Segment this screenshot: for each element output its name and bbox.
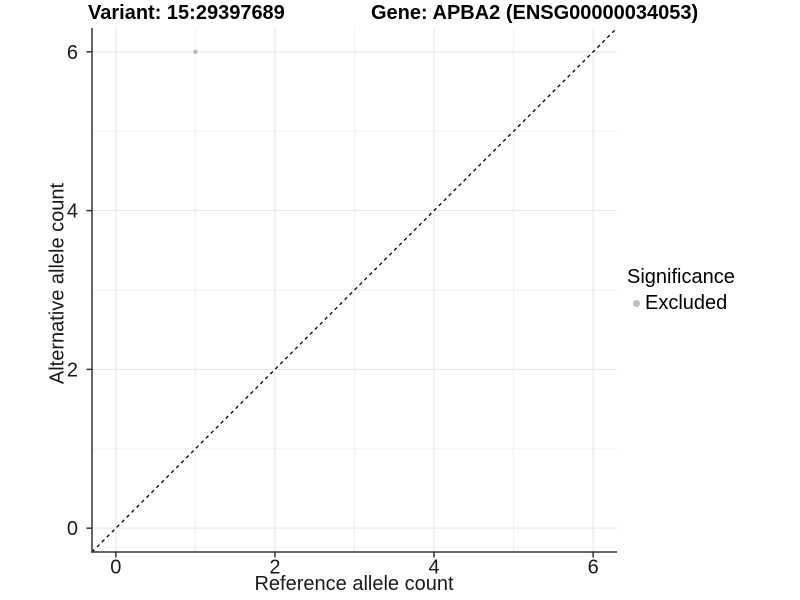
x-tick-label: 0 xyxy=(110,557,121,579)
gene-title: Gene: APBA2 (ENSG00000034053) xyxy=(371,2,699,24)
x-tick-label: 2 xyxy=(269,557,280,579)
legend-key xyxy=(627,299,645,307)
legend-point-icon xyxy=(632,299,640,307)
legend-title: Significance xyxy=(627,266,735,288)
x-tick-label: 6 xyxy=(588,557,599,579)
legend-item: Excluded xyxy=(627,292,735,314)
legend-item-label: Excluded xyxy=(645,291,728,314)
data-point xyxy=(193,49,198,55)
identity-line xyxy=(91,27,618,553)
x-tick-label: 4 xyxy=(428,557,439,579)
y-axis-title: Alternative allele count xyxy=(46,182,69,385)
y-tick-label: 0 xyxy=(67,518,78,540)
legend: Significance Excluded xyxy=(627,266,735,314)
y-tick-label: 4 xyxy=(67,201,78,223)
y-tick-label: 2 xyxy=(67,359,78,381)
variant-title: Variant: 15:29397689 xyxy=(88,2,285,24)
x-axis-title: Reference allele count xyxy=(254,573,454,595)
y-tick-label: 6 xyxy=(67,42,78,64)
legend-items: Excluded xyxy=(627,292,735,314)
